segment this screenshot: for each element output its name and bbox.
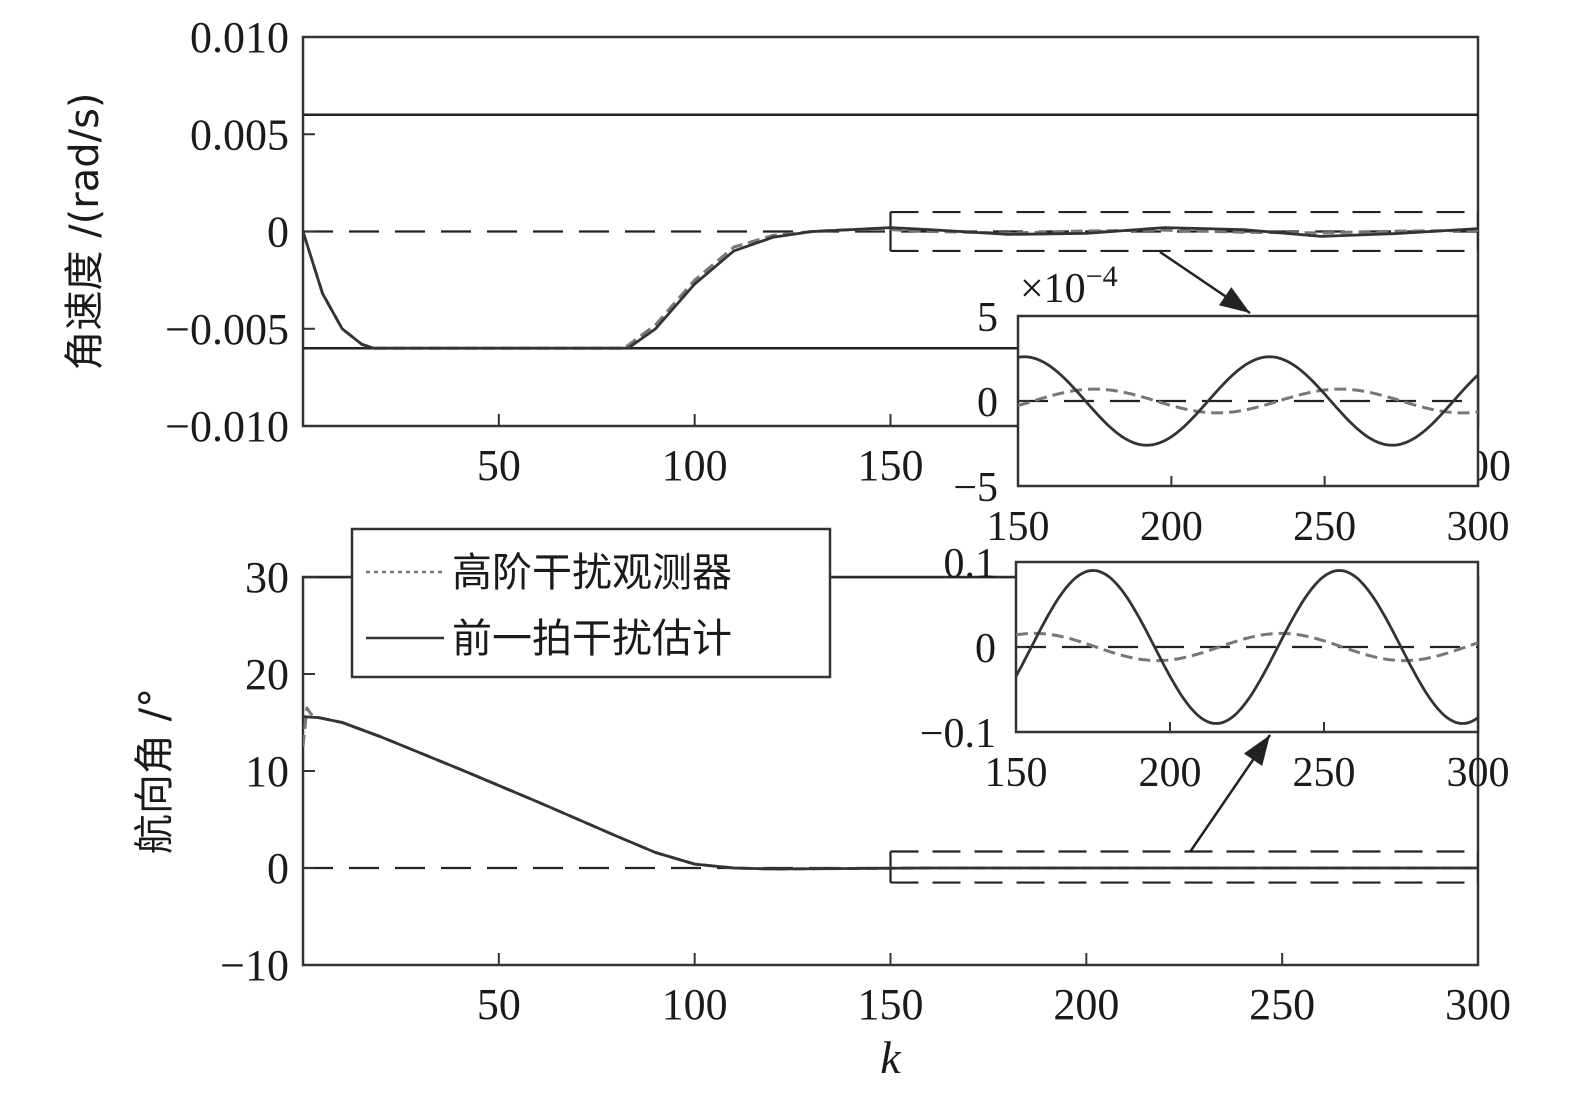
- top-inset-exponent-power: −4: [1086, 260, 1118, 293]
- top-inset-ytick-label: 5: [977, 295, 998, 341]
- bottom-xtick-label: 200: [1053, 980, 1119, 1029]
- top-inset-xtick-label: 200: [1140, 504, 1203, 550]
- top-y-axis-label: 角速度 /(rad/s): [62, 92, 108, 370]
- top-series-estimate: [303, 226, 1478, 350]
- top-series-observer: [303, 228, 1478, 350]
- bottom-inset-ytick-label: 0: [975, 626, 996, 672]
- top-inset-ytick-label: 0: [977, 380, 998, 426]
- legend-label-0: 高阶干扰观测器: [452, 550, 732, 596]
- bottom-y-axis-label: 航向角 /°: [132, 688, 178, 854]
- bottom-inset-ytick-label: 0.1: [944, 541, 997, 587]
- bottom-inset-area: [1016, 569, 1478, 725]
- top-xtick-label: 150: [858, 441, 924, 490]
- top-ytick-label: −0.010: [165, 402, 289, 451]
- top-chart: 501001502002503000.0100.0050−0.005−0.010…: [62, 13, 1511, 490]
- top-inset-area: [1018, 355, 1478, 447]
- top-ytick-label: 0.005: [190, 110, 289, 159]
- top-inset-xtick-label: 300: [1447, 504, 1510, 550]
- bottom-xtick-label: 150: [858, 980, 924, 1029]
- top-inset-series-estimate: [1018, 355, 1478, 447]
- bottom-inset-ytick-label: −0.1: [920, 711, 996, 757]
- bottom-ytick-label: 20: [245, 650, 289, 699]
- bottom-ytick-label: 10: [245, 747, 289, 796]
- bottom-xtick-label: 50: [477, 980, 521, 1029]
- top-inset-xtick-label: 250: [1293, 504, 1356, 550]
- top-xtick-label: 50: [477, 441, 521, 490]
- top-inset-ytick-label: −5: [953, 465, 998, 511]
- legend-label-1: 前一拍干扰估计: [452, 616, 732, 662]
- x-axis-label: k: [880, 1032, 902, 1083]
- bottom-xtick-label: 250: [1249, 980, 1315, 1029]
- bottom-series-estimate: [303, 715, 1478, 871]
- bottom-xtick-label: 100: [662, 980, 728, 1029]
- bottom-inset-xtick-label: 250: [1293, 750, 1356, 796]
- top-inset-exponent-label: ×10−4: [1020, 260, 1118, 312]
- top-zoom-arrow-head: [1218, 287, 1250, 313]
- bottom-inset-chart: 150 200 250 300 0.1 0 −0.1: [920, 541, 1510, 853]
- bottom-ytick-label: −10: [220, 941, 289, 990]
- top-xtick-label: 100: [662, 441, 728, 490]
- bottom-inset-series-observer: [1016, 631, 1478, 663]
- legend-box: [350, 527, 832, 679]
- top-ytick-label: −0.005: [165, 305, 289, 354]
- top-inset-xtick-label: 150: [987, 504, 1050, 550]
- bottom-plot-area: [303, 577, 1478, 884]
- top-inset-chart: 150 200 250 300 5 0 −5 ×10−4: [953, 250, 1510, 550]
- bottom-inset-xtick-label: 200: [1139, 750, 1202, 796]
- bottom-inset-xtick-label: 150: [985, 750, 1048, 796]
- bottom-ytick-label: 0: [267, 844, 289, 893]
- bottom-xtick-label: 300: [1445, 980, 1511, 1029]
- bottom-ytick-label: 30: [245, 553, 289, 602]
- top-ytick-label: 0.010: [190, 13, 289, 62]
- bottom-inset-series-estimate: [1016, 569, 1478, 725]
- top-inset-series-observer: [1018, 387, 1478, 415]
- top-ytick-label: 0: [267, 208, 289, 257]
- bottom-inset-xtick-label: 300: [1447, 750, 1510, 796]
- bottom-zoom-arrow-head: [1243, 735, 1270, 766]
